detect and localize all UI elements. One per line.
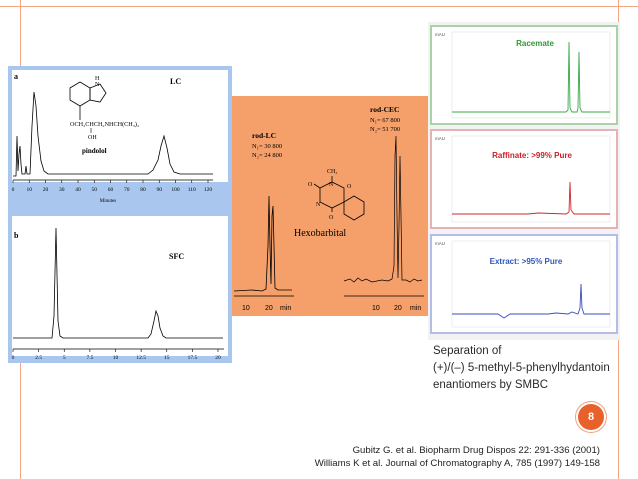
cec-chromatograms: rod-LC N₁= 30 800 N₂= 24 800 rod-CEC N₁=…	[233, 105, 424, 312]
hexo-o-bottom-label: O	[329, 215, 334, 221]
hexo-n-top-label: N	[329, 182, 334, 188]
rod-lc-title: rod-LC	[252, 131, 276, 140]
hexo-ch3-label: CH₃	[327, 169, 337, 175]
rod-lc-n2: N₂= 24 800	[252, 152, 282, 159]
smbc-caption: Separation of (+)/(–) 5-methyl-5-phenylh…	[433, 343, 610, 394]
cec-left-tick-10: 10	[242, 305, 250, 312]
citation-williams: Williams K et al. Journal of Chromatogra…	[314, 458, 600, 469]
lc-x-tick-label: 60	[108, 187, 114, 193]
sfc-x-tick-label: 20	[215, 355, 221, 361]
lc-x-tick-label: 20	[43, 187, 49, 193]
sfc-tag: SFC	[169, 252, 184, 261]
smbc-caption-line-2: (+)/(–) 5-methyl-5-phenylhydantoin	[433, 362, 610, 374]
extract-title: Extract: >95% Pure	[490, 257, 563, 266]
smbc-raffinate-chart: mAU Raffinate: >99% Pure	[430, 129, 618, 229]
rod-cec-n1: N₁= 67 800	[370, 117, 400, 124]
lc-x-ticks: 0 10 20 30 40 50 60 70 80 90 100 110 120	[12, 180, 213, 193]
hexo-o-left-label: O	[308, 182, 313, 188]
citations: Gubitz G. et al. Biopharm Drug Dispos 22…	[300, 444, 600, 470]
hexobarbital-structure	[313, 176, 365, 221]
lc-x-tick-label: 70	[124, 187, 130, 193]
racemate-y-unit: mAU	[435, 32, 445, 37]
rod-cec-n2: N₂= 51 700	[370, 126, 400, 133]
sfc-x-tick-label: 0	[12, 355, 15, 361]
racemate-trace	[452, 41, 610, 113]
cec-left-unit: min	[280, 305, 291, 312]
cec-right-tick-10: 10	[372, 305, 380, 312]
sfc-x-tick-label: 17.5	[188, 355, 198, 361]
pindolol-side-chain: OCH₂CHCH₂NHCH(CH₃)₂	[70, 121, 139, 128]
frame-top-line	[0, 6, 638, 7]
lc-x-tick-label: 90	[157, 187, 163, 193]
extract-y-unit: mAU	[435, 241, 445, 246]
sfc-x-tick-label: 7.5	[86, 355, 93, 361]
pindolol-label: pindolol	[82, 147, 107, 155]
sfc-x-tick-label: 5	[63, 355, 66, 361]
rod-cec-title: rod-CEC	[370, 105, 399, 114]
raffinate-y-unit: mAU	[435, 136, 445, 141]
sfc-x-ticks: 0 2.5 5 7.5 10 12.5 15 17.5 20	[12, 349, 221, 361]
sfc-x-tick-label: 15	[164, 355, 170, 361]
sfc-trace	[13, 227, 223, 339]
lc-tag: LC	[170, 77, 181, 86]
raffinate-trace	[452, 181, 610, 215]
lc-x-tick-label: 10	[27, 187, 33, 193]
rod-cec-trace	[343, 135, 423, 283]
racemate-title: Racemate	[516, 39, 554, 48]
lc-sfc-chromatograms: a LC H N OCH₂CHCH₂NHCH(CH₃)₂ OH pindolol…	[12, 70, 228, 361]
lc-x-tick-label: 110	[188, 187, 196, 193]
sfc-x-tick-label: 2.5	[35, 355, 42, 361]
extract-trace	[452, 283, 610, 319]
smbc-racemate-chart: mAU Racemate	[430, 25, 618, 125]
lc-panel-letter: a	[14, 72, 18, 81]
smbc-chromatograms: mAU Racemate mAU Raffinate: >99% Pure mA…	[430, 25, 618, 334]
pindolol-n-label: N	[95, 82, 100, 88]
pindolol-oh-label: OH	[88, 135, 97, 141]
lc-x-tick-label: 40	[75, 187, 81, 193]
lc-sfc-figure: a LC H N OCH₂CHCH₂NHCH(CH₃)₂ OH pindolol…	[8, 66, 232, 363]
sfc-plot-area	[12, 216, 228, 356]
hexo-n-bottom-label: N	[316, 202, 321, 208]
lc-x-tick-label: 0	[12, 187, 15, 193]
lc-x-tick-label: 80	[140, 187, 146, 193]
rod-lc-trace	[233, 195, 292, 292]
smbc-extract-chart: mAU Extract: >95% Pure	[430, 234, 618, 334]
lc-x-tick-label: 30	[59, 187, 65, 193]
smbc-caption-line-3: enantiomers by SMBC	[433, 379, 549, 391]
cec-right-tick-20: 20	[394, 305, 402, 312]
hexobarbital-label: Hexobarbital	[294, 228, 346, 239]
lc-plot-area	[12, 70, 228, 182]
rod-lc-n1: N₁= 30 800	[252, 143, 282, 150]
sfc-panel-letter: b	[14, 231, 19, 240]
cec-left-tick-20: 20	[265, 305, 273, 312]
sfc-x-tick-label: 12.5	[136, 355, 146, 361]
smbc-caption-line-1: Separation of	[433, 345, 502, 357]
sfc-x-tick-label: 10	[113, 355, 119, 361]
lc-x-label: Minutes	[100, 199, 116, 204]
raffinate-title: Raffinate: >99% Pure	[492, 151, 572, 160]
citation-gubitz: Gubitz G. et al. Biopharm Drug Dispos 22…	[352, 445, 600, 456]
smbc-figure: mAU Racemate mAU Raffinate: >99% Pure mA…	[428, 22, 620, 340]
pindolol-structure	[69, 81, 107, 120]
cec-right-unit: min	[410, 305, 421, 312]
pindolol-nh-label: H	[95, 76, 100, 82]
page-number-badge: 8	[578, 404, 604, 430]
lc-x-tick-label: 120	[204, 187, 213, 193]
lc-trace	[13, 91, 213, 177]
cec-figure: rod-LC N₁= 30 800 N₂= 24 800 rod-CEC N₁=…	[232, 96, 428, 316]
hexo-o-top-label: O	[347, 184, 352, 190]
lc-x-tick-label: 100	[171, 187, 180, 193]
lc-x-tick-label: 50	[92, 187, 98, 193]
